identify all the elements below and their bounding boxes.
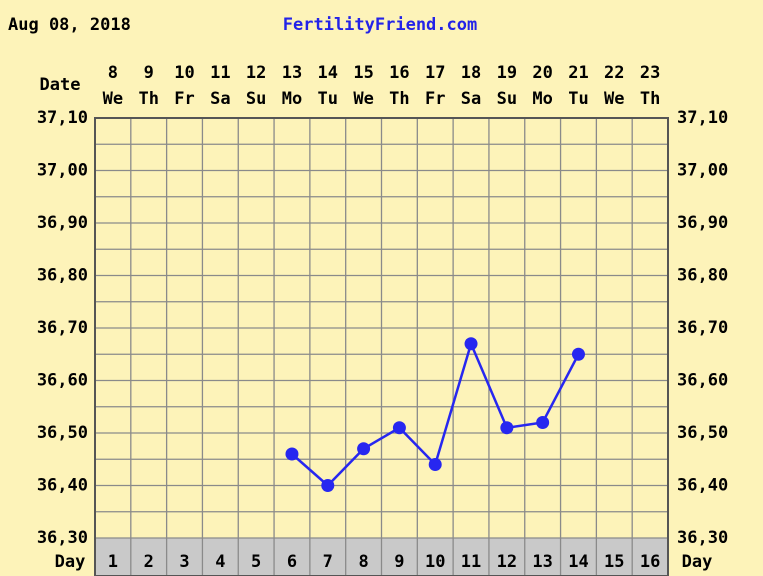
weekday-label: Sa: [210, 89, 230, 109]
y-tick-label-right: 36,90: [677, 213, 728, 233]
weekday-label: We: [103, 89, 123, 109]
x-tick-label: 3: [179, 552, 189, 572]
date-label: 16: [389, 63, 409, 83]
y-tick-label-right: 36,80: [677, 266, 728, 286]
date-label: 18: [461, 63, 481, 83]
weekday-label: Mo: [282, 89, 302, 109]
data-point: [392, 421, 406, 435]
date-label: 10: [174, 63, 194, 83]
data-point: [571, 347, 585, 361]
weekday-label: Su: [246, 89, 266, 109]
day-label-right: Day: [682, 552, 713, 572]
data-point: [536, 416, 550, 429]
weekday-label: Th: [640, 89, 660, 109]
y-tick-label: 36,50: [37, 423, 88, 443]
x-tick-label: 14: [568, 552, 588, 572]
weekday-label: Fr: [425, 89, 445, 109]
x-tick-label: 7: [323, 552, 333, 572]
y-tick-label-right: 36,50: [677, 423, 728, 443]
x-tick-label: 11: [461, 552, 481, 572]
weekday-label: Tu: [568, 89, 588, 109]
x-tick-label: 12: [497, 552, 517, 572]
date-label: 9: [144, 63, 154, 83]
weekday-label: Fr: [174, 89, 194, 109]
x-tick-label: 1: [108, 552, 118, 572]
data-point: [464, 337, 478, 351]
date-label: 23: [640, 63, 660, 83]
date-label: 8: [108, 63, 118, 83]
x-tick-label: 13: [532, 552, 552, 572]
date-label: Date: [40, 75, 81, 95]
date-label: 14: [318, 63, 338, 83]
y-tick-label-right: 36,30: [677, 528, 728, 548]
y-tick-label: 37,00: [37, 161, 88, 181]
y-tick-label-right: 36,60: [677, 371, 728, 391]
y-tick-label-right: 37,00: [677, 161, 728, 181]
y-tick-label: 37,10: [37, 108, 88, 128]
chart-title[interactable]: FertilityFriend.com: [283, 15, 477, 35]
date-label: 17: [425, 63, 445, 83]
date-label: 15: [353, 63, 373, 83]
y-tick-label: 36,40: [37, 476, 88, 496]
weekday-label: Sa: [461, 89, 481, 109]
data-point: [321, 479, 335, 492]
y-tick-label-right: 36,70: [677, 318, 728, 338]
weekday-label: We: [604, 89, 624, 109]
x-tick-label: 5: [251, 552, 261, 572]
data-point: [500, 421, 514, 435]
weekday-label: We: [353, 89, 373, 109]
data-point: [357, 442, 371, 456]
chart-date: Aug 08, 2018: [8, 15, 131, 35]
y-tick-label-right: 37,10: [677, 108, 728, 128]
y-tick-label: 36,60: [37, 371, 88, 391]
date-label: 21: [568, 63, 588, 83]
y-tick-label-right: 36,40: [677, 476, 728, 496]
plot-border: [94, 117, 669, 576]
date-label: 13: [282, 63, 302, 83]
data-point: [428, 458, 442, 471]
date-label: 20: [532, 63, 552, 83]
weekday-label: Th: [389, 89, 409, 109]
day-label: Day: [55, 552, 86, 572]
weekday-label: Mo: [532, 89, 552, 109]
y-tick-label: 36,70: [37, 318, 88, 338]
x-tick-label: 2: [144, 552, 154, 572]
x-tick-label: 9: [394, 552, 404, 572]
weekday-label: Th: [138, 89, 158, 109]
x-tick-label: 8: [358, 552, 368, 572]
x-tick-label: 16: [640, 552, 660, 572]
y-tick-label: 36,80: [37, 266, 88, 286]
date-label: 19: [497, 63, 517, 83]
y-tick-label: 36,90: [37, 213, 88, 233]
x-tick-label: 6: [287, 552, 297, 572]
weekday-label: Su: [497, 89, 517, 109]
x-tick-label: 4: [215, 552, 225, 572]
date-label: 22: [604, 63, 624, 83]
date-label: 12: [246, 63, 266, 83]
y-tick-label: 36,30: [37, 528, 88, 548]
date-label: 11: [210, 63, 230, 83]
x-tick-label: 10: [425, 552, 445, 572]
weekday-label: Tu: [318, 89, 338, 109]
x-tick-label: 15: [604, 552, 624, 572]
data-point: [285, 447, 299, 461]
